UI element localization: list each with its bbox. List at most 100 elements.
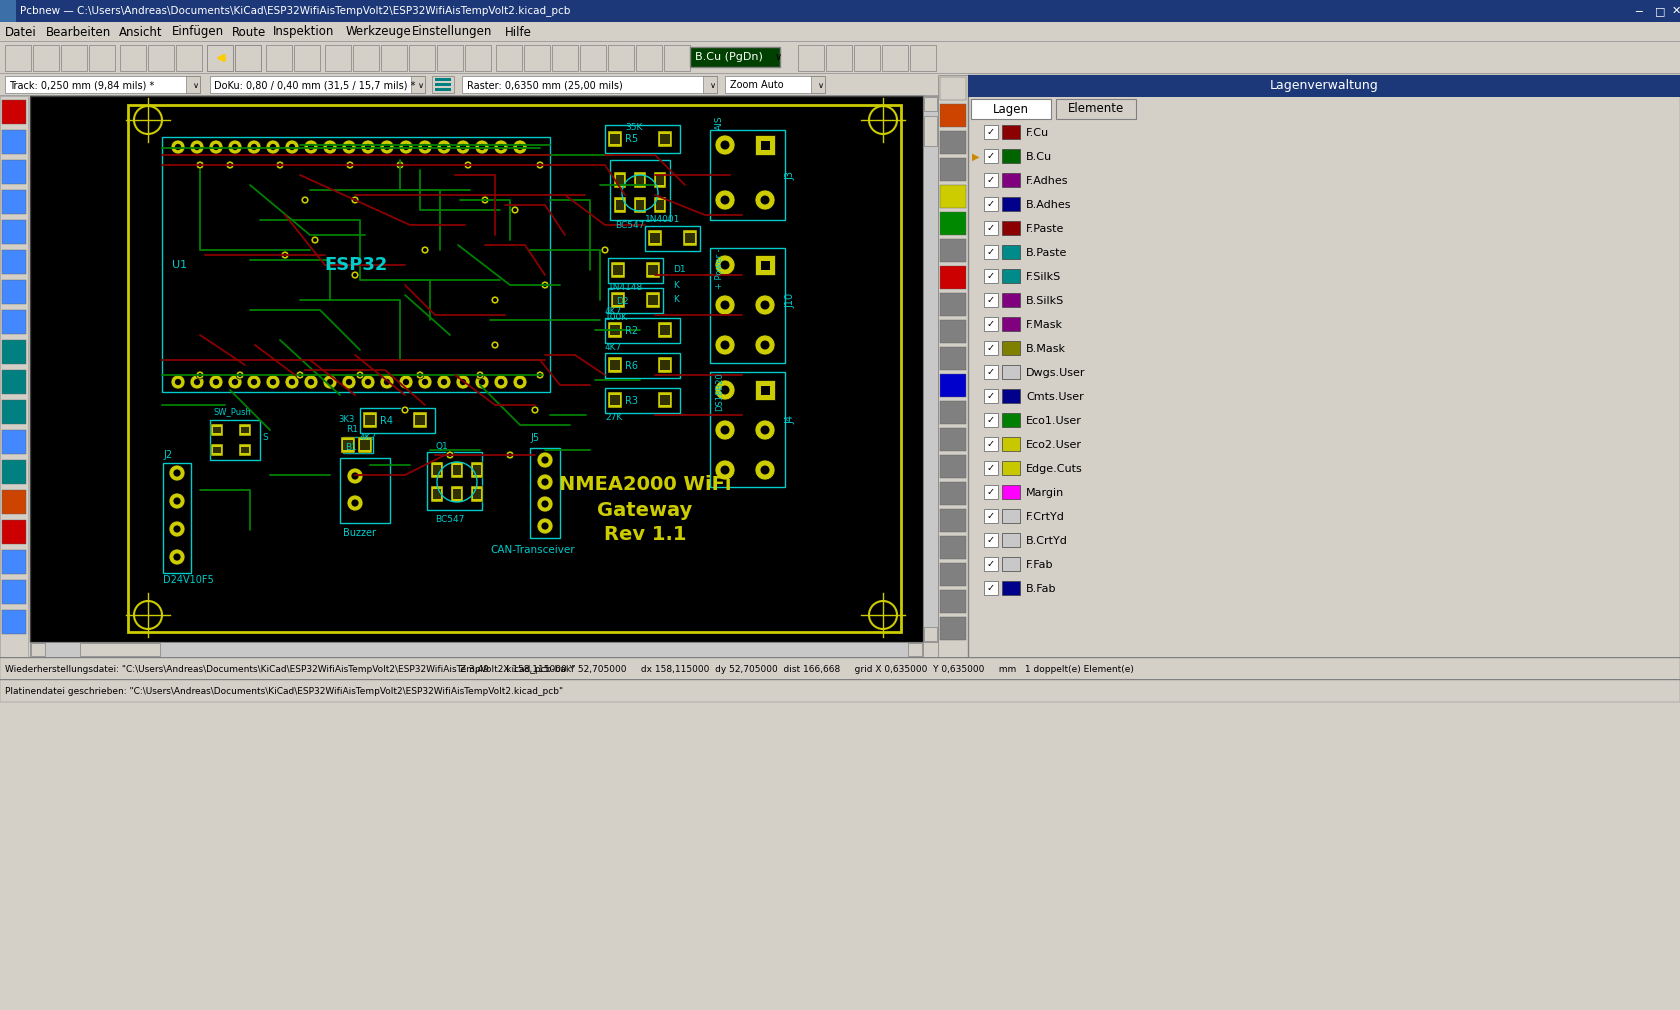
Text: ∨: ∨: [711, 81, 716, 90]
Text: F.CrtYd: F.CrtYd: [1026, 512, 1065, 522]
Text: Dwgs.User: Dwgs.User: [1026, 368, 1085, 378]
Circle shape: [536, 371, 544, 379]
Bar: [608, 131, 622, 147]
Circle shape: [400, 375, 413, 389]
Bar: [0, 22, 1680, 42]
Circle shape: [460, 379, 465, 385]
Text: ∨: ∨: [818, 81, 825, 90]
Circle shape: [517, 379, 522, 385]
Text: 4K7: 4K7: [605, 307, 622, 316]
Bar: [711, 130, 785, 220]
Text: F.Mask: F.Mask: [1026, 320, 1063, 330]
Text: ✓: ✓: [986, 127, 995, 137]
Bar: [941, 158, 966, 181]
Circle shape: [721, 466, 729, 475]
Bar: [210, 420, 260, 460]
Bar: [474, 489, 480, 499]
Circle shape: [761, 425, 769, 434]
Text: Z 3,49     X 158,115000 Y 52,705000     dx 158,115000  dy 52,705000  dist 166,66: Z 3,49 X 158,115000 Y 52,705000 dx 158,1…: [460, 665, 1134, 674]
Bar: [811, 76, 825, 93]
Bar: [363, 412, 376, 428]
Circle shape: [170, 493, 185, 509]
Bar: [450, 486, 464, 502]
Circle shape: [541, 281, 549, 289]
Bar: [454, 489, 460, 499]
Text: Datei: Datei: [5, 25, 37, 38]
Text: ESP32: ESP32: [324, 256, 388, 274]
Bar: [435, 88, 450, 91]
Bar: [648, 230, 662, 246]
Bar: [702, 76, 717, 93]
Circle shape: [423, 248, 427, 252]
Text: J5: J5: [529, 433, 539, 443]
Text: Bearbeiten: Bearbeiten: [45, 25, 111, 38]
Circle shape: [228, 375, 242, 389]
Bar: [2, 400, 25, 424]
Circle shape: [761, 466, 769, 475]
Text: B.CrtYd: B.CrtYd: [1026, 536, 1068, 546]
Circle shape: [198, 373, 202, 377]
Text: 27K: 27K: [605, 413, 622, 422]
Circle shape: [277, 163, 282, 167]
Bar: [2, 460, 25, 484]
Text: Edge.Cuts: Edge.Cuts: [1026, 464, 1082, 474]
Bar: [161, 137, 549, 392]
Circle shape: [197, 161, 203, 169]
Text: 1N4148: 1N4148: [608, 284, 643, 293]
Circle shape: [512, 140, 528, 154]
Bar: [984, 269, 998, 283]
Circle shape: [353, 198, 358, 202]
Circle shape: [716, 335, 736, 355]
Circle shape: [538, 452, 553, 468]
Bar: [1001, 485, 1020, 499]
Bar: [882, 45, 907, 71]
Text: AIS: AIS: [716, 115, 724, 129]
Text: D1: D1: [674, 266, 685, 275]
Bar: [650, 233, 660, 243]
Text: 3K3: 3K3: [338, 415, 354, 424]
Circle shape: [281, 251, 289, 259]
Circle shape: [171, 375, 185, 389]
Bar: [432, 486, 444, 502]
Circle shape: [286, 375, 299, 389]
Bar: [553, 45, 578, 71]
Bar: [212, 444, 223, 456]
Bar: [412, 76, 425, 93]
Circle shape: [511, 206, 519, 214]
Bar: [984, 293, 998, 307]
Circle shape: [170, 521, 185, 537]
Circle shape: [343, 140, 356, 154]
Bar: [941, 374, 966, 397]
Bar: [608, 45, 633, 71]
Circle shape: [437, 140, 450, 154]
Bar: [608, 357, 622, 373]
Text: 1N4001: 1N4001: [645, 215, 680, 224]
Text: ✓: ✓: [986, 223, 995, 233]
Bar: [1001, 389, 1020, 403]
Text: U1: U1: [171, 260, 186, 270]
Circle shape: [475, 140, 489, 154]
Circle shape: [721, 340, 729, 349]
Circle shape: [721, 140, 729, 149]
Text: R4: R4: [380, 416, 393, 426]
Text: SW_Push: SW_Push: [213, 407, 250, 416]
Text: F.Paste: F.Paste: [1026, 224, 1065, 234]
Circle shape: [208, 140, 223, 154]
Bar: [984, 389, 998, 403]
Text: J3: J3: [785, 171, 795, 180]
Bar: [605, 388, 680, 413]
Circle shape: [506, 451, 514, 459]
Circle shape: [282, 252, 287, 257]
Text: F.Fab: F.Fab: [1026, 560, 1053, 570]
Bar: [754, 255, 774, 275]
Circle shape: [721, 261, 729, 270]
Circle shape: [265, 140, 281, 154]
Circle shape: [383, 143, 390, 150]
Text: 4K7: 4K7: [605, 342, 622, 351]
Bar: [984, 173, 998, 187]
Circle shape: [403, 379, 410, 385]
Circle shape: [761, 340, 769, 349]
Circle shape: [403, 143, 410, 150]
Circle shape: [307, 143, 314, 150]
Bar: [2, 520, 25, 544]
